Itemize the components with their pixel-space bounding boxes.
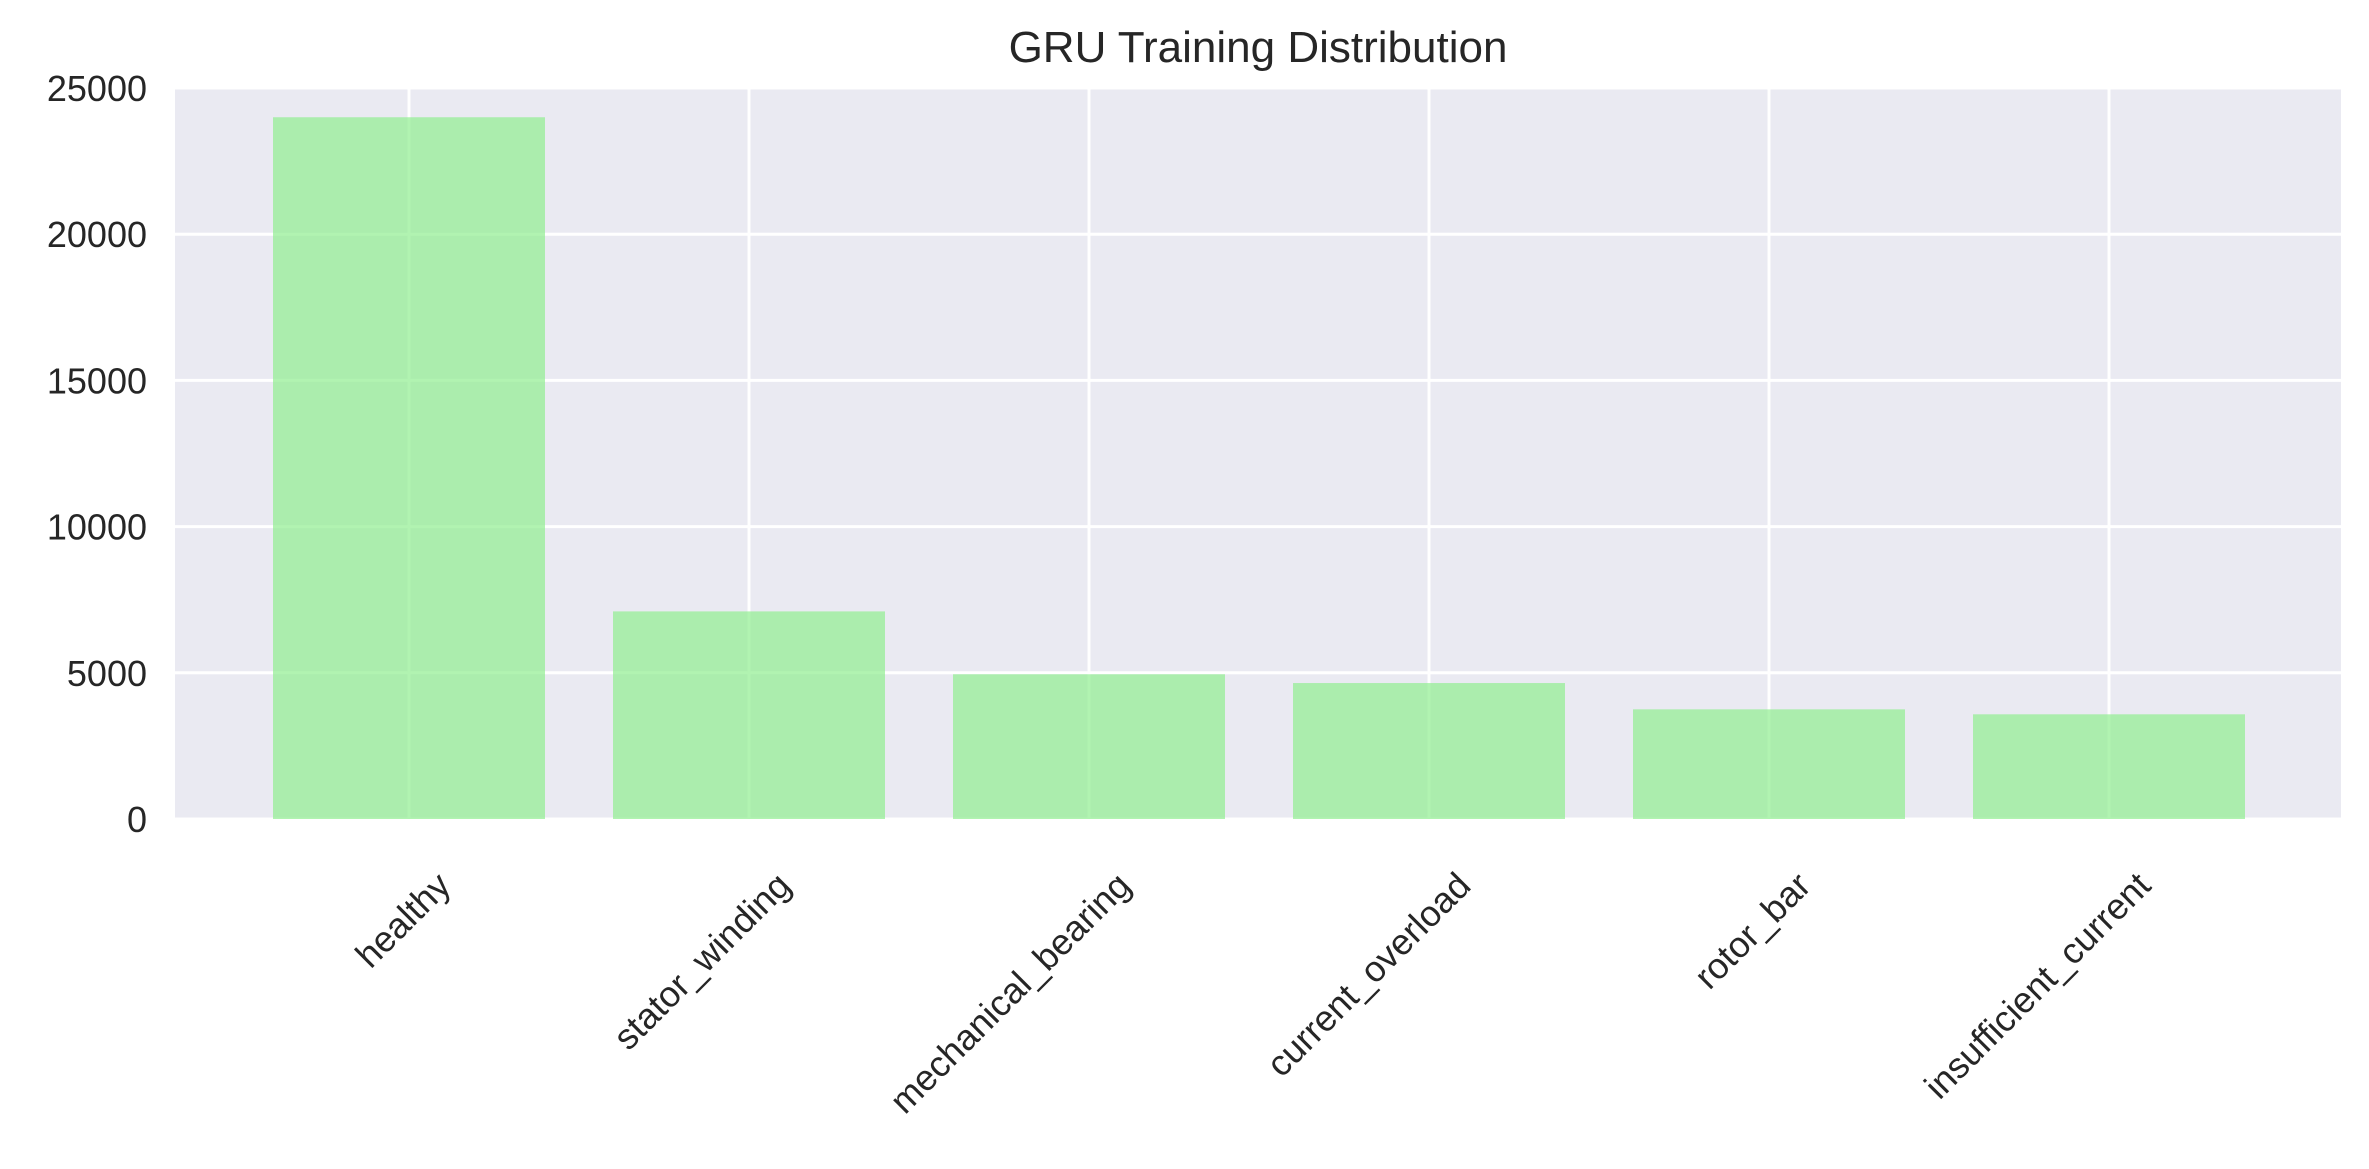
bars [273, 117, 2245, 820]
y-tick-label: 10000 [47, 507, 147, 548]
bar-stator_winding [613, 611, 885, 819]
x-tick-label-stator_winding: stator_winding [605, 864, 798, 1057]
y-axis-ticks: 0 5000 10000 15000 20000 25000 [47, 68, 147, 840]
x-tick-label-healthy: healthy [347, 864, 458, 975]
x-tick-label-insufficient_current: insufficient_current [1916, 864, 2158, 1106]
y-tick-label: 15000 [47, 360, 147, 401]
bar-rotor_bar [1633, 709, 1905, 819]
bar-mechanical_bearing [953, 674, 1225, 819]
x-tick-label-rotor_bar: rotor_bar [1686, 864, 1818, 996]
bar-insufficient_current [1973, 714, 2245, 819]
y-tick-label: 0 [127, 799, 147, 840]
x-tick-label-mechanical_bearing: mechanical_bearing [881, 864, 1138, 1121]
y-tick-label: 5000 [67, 653, 147, 694]
x-tick-label-current_overload: current_overload [1258, 864, 1478, 1084]
bar-healthy [273, 117, 545, 820]
x-axis-ticks: healthy stator_winding mechanical_bearing c… [347, 864, 2158, 1121]
bar-current_overload [1293, 683, 1565, 819]
y-tick-label: 25000 [47, 68, 147, 109]
y-tick-label: 20000 [47, 214, 147, 255]
chart-title: GRU Training Distribution [1009, 23, 1508, 72]
